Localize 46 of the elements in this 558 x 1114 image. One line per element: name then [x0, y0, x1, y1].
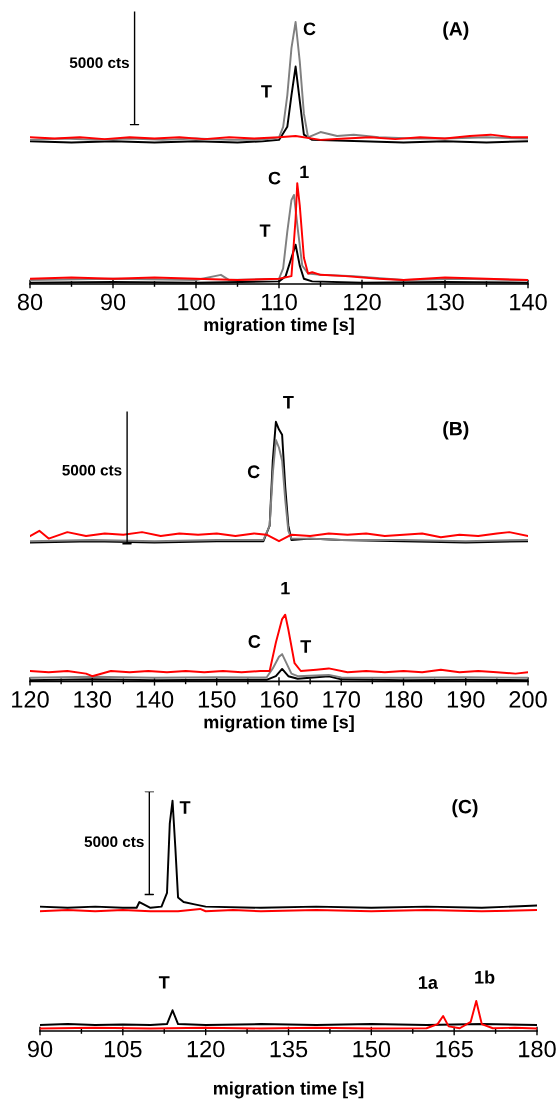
x-tick-label: 150: [198, 691, 236, 708]
x-tick-label: 105: [104, 1040, 142, 1058]
x-tick-label: 100: [178, 293, 215, 311]
x-tick-label: 190: [447, 691, 485, 708]
x-axis-title: migration time [s]: [204, 317, 354, 335]
x-tick-label: 110: [261, 293, 297, 311]
x-axis-title: migration time [s]: [213, 1081, 364, 1099]
x-tick-label: 135: [270, 1040, 308, 1058]
x-tick-label: 160: [261, 691, 298, 708]
annotation: 1b: [475, 970, 495, 984]
annotation: 5000 cts: [84, 836, 144, 848]
chart-title: (A): [443, 21, 469, 40]
x-tick-label: 200: [509, 691, 547, 708]
annotation: T: [259, 224, 271, 237]
chart-title: (B): [443, 421, 469, 440]
x-tick-label: 180: [519, 1040, 556, 1058]
annotation: 5000 cts: [62, 464, 122, 476]
x-tick-label: 80: [17, 293, 43, 311]
annotation: C: [248, 635, 261, 648]
annotation: T: [179, 801, 191, 814]
annotation: T: [261, 85, 272, 98]
x-tick-label: 140: [510, 293, 547, 311]
x-tick-label: 150: [353, 1040, 391, 1058]
annotation: T: [158, 976, 170, 989]
x-tick-label: 120: [344, 293, 381, 311]
annotation: 1a: [418, 976, 438, 989]
annotation: T: [283, 395, 294, 409]
annotation: C: [247, 465, 260, 479]
x-tick-label: 130: [427, 293, 464, 311]
x-tick-label: 140: [136, 691, 174, 708]
x-tick-label: 120: [12, 691, 49, 708]
x-tick-label: 180: [385, 691, 423, 708]
chart-title: (C): [452, 799, 478, 818]
annotation: 1: [300, 165, 309, 179]
x-tick-label: 120: [187, 1040, 225, 1058]
x-tick-label: 90: [100, 293, 126, 311]
annotation: C: [303, 22, 316, 36]
x-axis-title: migration time [s]: [204, 715, 354, 733]
x-tick-label: 165: [436, 1040, 473, 1058]
x-tick-label: 170: [323, 691, 361, 708]
annotation: C: [268, 171, 281, 185]
annotation: 1: [281, 581, 290, 595]
x-tick-label: 130: [74, 691, 112, 708]
annotation: T: [300, 640, 312, 653]
x-tick-label: 90: [27, 1040, 53, 1058]
annotation: 5000 cts: [69, 57, 129, 69]
